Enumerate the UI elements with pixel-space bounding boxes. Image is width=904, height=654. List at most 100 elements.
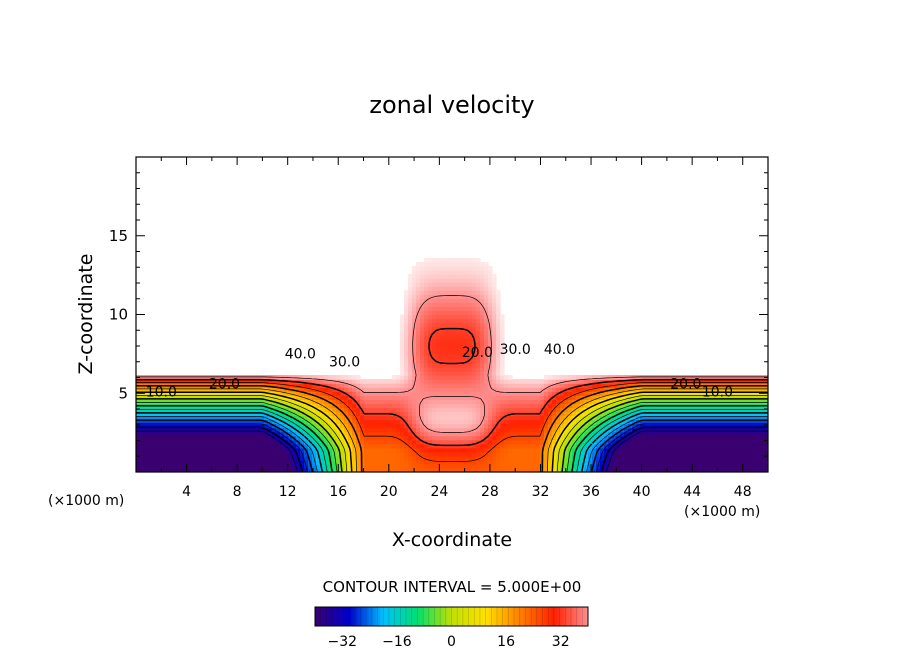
field-cell bbox=[700, 459, 705, 465]
field-cell bbox=[420, 298, 425, 303]
field-cell bbox=[696, 447, 701, 453]
field-cell bbox=[412, 379, 417, 384]
field-cell bbox=[244, 423, 249, 429]
field-cell bbox=[584, 419, 589, 425]
field-cell bbox=[716, 387, 721, 392]
field-cell bbox=[488, 443, 493, 449]
field-cell bbox=[476, 350, 481, 356]
field-cell bbox=[432, 431, 437, 437]
field-cell bbox=[260, 395, 265, 400]
field-cell bbox=[156, 431, 161, 437]
field-cell bbox=[340, 427, 345, 433]
field-cell bbox=[624, 427, 629, 433]
y-tick-label: 15 bbox=[109, 227, 128, 245]
field-cell bbox=[452, 399, 457, 404]
field-cell bbox=[704, 427, 709, 433]
field-cell bbox=[656, 375, 661, 380]
field-cell bbox=[496, 399, 501, 404]
field-cell bbox=[232, 431, 237, 437]
field-cell bbox=[384, 459, 389, 465]
field-cell bbox=[500, 383, 505, 388]
field-cell bbox=[468, 451, 473, 457]
field-cell bbox=[216, 387, 221, 392]
field-cell bbox=[756, 427, 761, 433]
field-cell bbox=[676, 423, 681, 429]
field-cell bbox=[196, 455, 201, 461]
field-cell bbox=[456, 407, 461, 413]
field-cell bbox=[492, 334, 497, 340]
field-cell bbox=[564, 375, 569, 380]
field-cell bbox=[184, 379, 189, 384]
field-cell bbox=[400, 326, 405, 332]
field-cell bbox=[228, 423, 233, 429]
field-cell bbox=[736, 435, 741, 441]
field-cell bbox=[436, 467, 441, 472]
field-cell bbox=[436, 270, 441, 275]
field-cell bbox=[464, 431, 469, 437]
field-cell bbox=[500, 439, 505, 445]
field-cell bbox=[312, 447, 317, 453]
field-cell bbox=[236, 411, 241, 417]
field-cell bbox=[336, 439, 341, 445]
field-cell bbox=[468, 262, 473, 267]
field-cell bbox=[504, 391, 509, 396]
field-cell bbox=[400, 431, 405, 437]
field-cell bbox=[380, 403, 385, 408]
field-cell bbox=[684, 419, 689, 425]
field-cell bbox=[548, 375, 553, 380]
field-cell bbox=[176, 459, 181, 465]
field-cell bbox=[440, 407, 445, 413]
field-cell bbox=[404, 322, 409, 328]
field-cell bbox=[252, 391, 257, 396]
y-tick-label: 10 bbox=[109, 306, 128, 324]
field-cell bbox=[544, 459, 549, 465]
field-cell bbox=[572, 383, 577, 388]
field-cell bbox=[492, 338, 497, 344]
field-cell bbox=[760, 399, 765, 404]
field-cell bbox=[440, 350, 445, 356]
field-cell bbox=[756, 415, 761, 421]
field-cell bbox=[500, 379, 505, 384]
field-cell bbox=[272, 383, 277, 388]
field-cell bbox=[416, 342, 421, 348]
field-cell bbox=[472, 387, 477, 392]
field-cell bbox=[316, 439, 321, 445]
field-cell bbox=[336, 455, 341, 461]
field-cell bbox=[168, 387, 173, 392]
field-cell bbox=[644, 443, 649, 449]
field-cell bbox=[644, 419, 649, 425]
field-cell bbox=[432, 427, 437, 433]
field-cell bbox=[252, 447, 257, 453]
field-cell bbox=[672, 391, 677, 396]
field-cell bbox=[408, 415, 413, 421]
field-cell bbox=[172, 467, 177, 472]
field-cell bbox=[612, 435, 617, 441]
field-cell bbox=[408, 358, 413, 364]
field-cell bbox=[704, 395, 709, 400]
field-cell bbox=[300, 403, 305, 408]
field-cell bbox=[516, 387, 521, 392]
field-cell bbox=[736, 459, 741, 465]
field-cell bbox=[472, 298, 477, 303]
field-cell bbox=[160, 423, 165, 429]
field-cell bbox=[284, 455, 289, 461]
field-cell bbox=[240, 379, 245, 384]
field-cell bbox=[456, 419, 461, 425]
field-cell bbox=[240, 463, 245, 469]
field-cell bbox=[364, 403, 369, 408]
field-cell bbox=[640, 459, 645, 465]
field-cell bbox=[136, 435, 141, 441]
field-cell bbox=[160, 411, 165, 417]
field-cell bbox=[452, 294, 457, 299]
field-cell bbox=[364, 387, 369, 392]
field-cell bbox=[348, 435, 353, 441]
field-cell bbox=[428, 407, 433, 413]
field-cell bbox=[476, 411, 481, 417]
field-cell bbox=[440, 415, 445, 421]
field-cell bbox=[588, 455, 593, 461]
field-cell bbox=[344, 427, 349, 433]
field-cell bbox=[456, 294, 461, 299]
field-cell bbox=[696, 463, 701, 469]
field-cell bbox=[292, 395, 297, 400]
field-cell bbox=[464, 379, 469, 384]
